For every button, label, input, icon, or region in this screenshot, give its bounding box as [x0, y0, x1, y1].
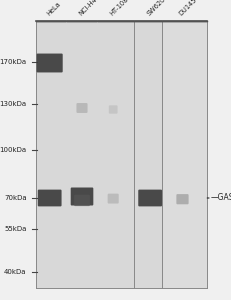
FancyBboxPatch shape — [109, 105, 118, 114]
Text: SW620: SW620 — [146, 0, 167, 16]
Text: 100kDa: 100kDa — [0, 147, 27, 153]
Text: HeLa: HeLa — [46, 0, 61, 16]
FancyBboxPatch shape — [74, 195, 90, 206]
FancyBboxPatch shape — [76, 103, 88, 113]
FancyBboxPatch shape — [108, 194, 119, 203]
FancyBboxPatch shape — [36, 53, 63, 72]
Text: 70kDa: 70kDa — [4, 195, 27, 201]
FancyBboxPatch shape — [138, 190, 162, 206]
FancyBboxPatch shape — [38, 190, 61, 206]
Text: HT-1080: HT-1080 — [109, 0, 133, 16]
Text: 55kDa: 55kDa — [4, 226, 27, 232]
FancyBboxPatch shape — [71, 188, 93, 206]
Bar — [162, 21, 207, 288]
Text: 170kDa: 170kDa — [0, 58, 27, 64]
Text: 40kDa: 40kDa — [4, 268, 27, 274]
Text: DU145: DU145 — [178, 0, 198, 16]
Text: NCI-H460: NCI-H460 — [78, 0, 104, 16]
Text: —GAS6: —GAS6 — [210, 194, 231, 202]
FancyBboxPatch shape — [176, 194, 189, 204]
Text: 130kDa: 130kDa — [0, 100, 27, 106]
Bar — [36, 21, 162, 288]
